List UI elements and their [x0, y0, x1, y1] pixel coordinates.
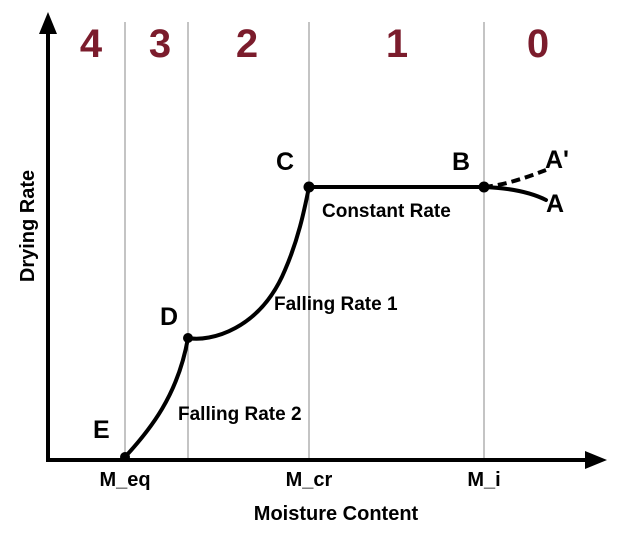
y-axis-title: Drying Rate [17, 170, 39, 282]
point-label-d: D [160, 303, 178, 331]
region-label-constant-rate: Constant Rate [322, 201, 451, 222]
x-axis-arrowhead [585, 451, 607, 469]
point-label-c: C [276, 148, 294, 176]
x-axis-title: Moisture Content [254, 503, 419, 525]
zone-label-4: 4 [80, 22, 103, 66]
zone-label-1: 1 [386, 22, 408, 66]
zone-label-3: 3 [149, 22, 171, 66]
point-label-b: B [452, 148, 470, 176]
drying-curve [123, 185, 548, 459]
point-b-marker [478, 181, 490, 193]
initial-dashed-curve [483, 168, 547, 189]
y-axis-arrowhead [39, 12, 57, 34]
point-label-a: A [546, 190, 564, 218]
region-label-falling-rate-2: Falling Rate 2 [178, 404, 302, 425]
point-label-a-prime: A' [545, 146, 569, 174]
point-c-marker [303, 181, 315, 193]
point-e-marker [120, 452, 130, 462]
x-tick-label-m-cr: M_cr [286, 469, 333, 491]
zone-label-2: 2 [236, 22, 258, 66]
point-label-e: E [93, 416, 110, 444]
zone-label-0: 0 [527, 22, 549, 66]
x-tick-label-m-eq: M_eq [99, 469, 150, 491]
point-d-marker [183, 333, 193, 343]
region-label-falling-rate-1: Falling Rate 1 [274, 294, 398, 315]
x-tick-label-m-i: M_i [467, 469, 500, 491]
